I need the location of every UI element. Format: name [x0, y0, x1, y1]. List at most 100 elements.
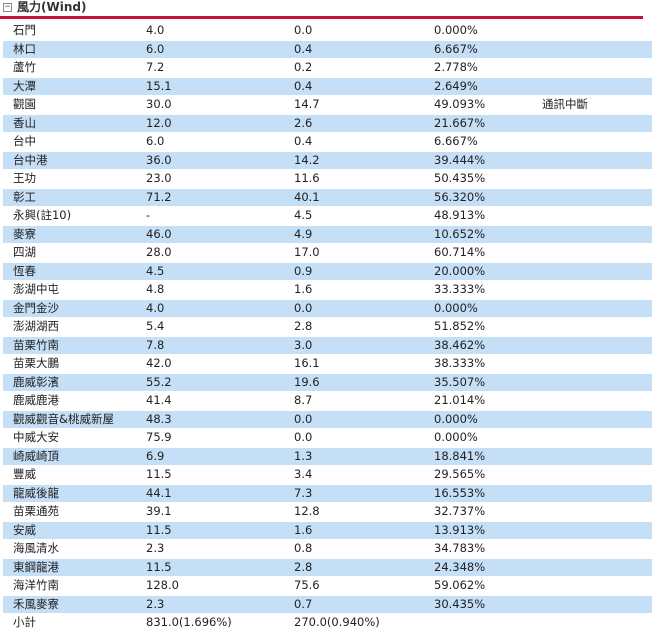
note-cell: [542, 280, 652, 300]
note-cell: [542, 595, 652, 614]
ratio-cell: 16.553%: [434, 484, 542, 503]
output-cell: 3.4: [294, 465, 434, 485]
section-title: 風力(Wind): [17, 0, 87, 14]
capacity-cell: 2.3: [146, 539, 294, 559]
capacity-cell: 11.5: [146, 521, 294, 540]
table-row: 王功 23.0 11.6 50.435%: [3, 169, 652, 189]
note-cell: [542, 77, 652, 96]
minus-box-icon[interactable]: −: [3, 2, 12, 12]
station-name: 大潭: [3, 77, 146, 96]
note-cell: [542, 502, 652, 522]
station-name: 海風清水: [3, 539, 146, 559]
table-row: 金門金沙 4.0 0.0 0.000%: [3, 299, 652, 318]
capacity-cell: 15.1: [146, 77, 294, 96]
station-name: 金門金沙: [3, 299, 146, 318]
note-cell: [542, 521, 652, 540]
ratio-cell: 2.649%: [434, 77, 542, 96]
note-cell: [542, 262, 652, 281]
note-cell: [542, 484, 652, 503]
station-name: 澎湖中屯: [3, 280, 146, 300]
note-cell: [542, 391, 652, 411]
note-cell: 通訊中斷: [542, 95, 652, 115]
note-cell: [542, 40, 652, 59]
output-cell: 0.4: [294, 132, 434, 152]
capacity-cell: 128.0: [146, 576, 294, 596]
table-row: 鹿威鹿港 41.4 8.7 21.014%: [3, 391, 652, 411]
station-name: 麥寮: [3, 225, 146, 244]
output-cell: 1.6: [294, 280, 434, 300]
note-cell: [542, 373, 652, 392]
note-cell: [542, 354, 652, 374]
ratio-cell: 6.667%: [434, 132, 542, 152]
table-row: 彰工 71.2 40.1 56.320%: [3, 188, 652, 207]
capacity-cell: 7.8: [146, 336, 294, 355]
station-name: 澎湖湖西: [3, 317, 146, 337]
table-row: 林口 6.0 0.4 6.667%: [3, 40, 652, 59]
table-row: 鹿威彰濱 55.2 19.6 35.507%: [3, 373, 652, 392]
note-cell: [542, 132, 652, 152]
ratio-cell: 30.435%: [434, 595, 542, 614]
capacity-cell: 6.0: [146, 40, 294, 59]
table-row: 麥寮 46.0 4.9 10.652%: [3, 225, 652, 244]
table-row: 海風清水 2.3 0.8 34.783%: [3, 539, 652, 559]
output-cell: 1.6: [294, 521, 434, 540]
capacity-cell: 4.8: [146, 280, 294, 300]
ratio-cell: 35.507%: [434, 373, 542, 392]
station-name: 林口: [3, 40, 146, 59]
station-name: 彰工: [3, 188, 146, 207]
capacity-cell: 2.3: [146, 595, 294, 614]
capacity-cell: 55.2: [146, 373, 294, 392]
station-name: 觀園: [3, 95, 146, 115]
ratio-cell: 34.783%: [434, 539, 542, 559]
output-cell: 270.0(0.940%): [294, 613, 434, 633]
output-cell: 0.0: [294, 22, 434, 41]
note-cell: [542, 539, 652, 559]
table-row: 台中港 36.0 14.2 39.444%: [3, 151, 652, 170]
capacity-cell: 23.0: [146, 169, 294, 189]
ratio-cell: 51.852%: [434, 317, 542, 337]
ratio-cell: [434, 613, 542, 633]
station-name: 苗栗竹南: [3, 336, 146, 355]
table-row: 苗栗竹南 7.8 3.0 38.462%: [3, 336, 652, 355]
capacity-cell: 30.0: [146, 95, 294, 115]
note-cell: [542, 58, 652, 78]
ratio-cell: 49.093%: [434, 95, 542, 115]
output-cell: 1.3: [294, 447, 434, 466]
station-name: 小計: [3, 613, 146, 633]
capacity-cell: 831.0(1.696%): [146, 613, 294, 633]
note-cell: [542, 206, 652, 226]
ratio-cell: 39.444%: [434, 151, 542, 170]
station-name: 海洋竹南: [3, 576, 146, 596]
table-row: 中威大安 75.9 0.0 0.000%: [3, 428, 652, 448]
station-name: 崎威崎頂: [3, 447, 146, 466]
ratio-cell: 0.000%: [434, 410, 542, 429]
table-row: 苗栗大鵬 42.0 16.1 38.333%: [3, 354, 652, 374]
table-row: 台中 6.0 0.4 6.667%: [3, 132, 652, 152]
capacity-cell: 75.9: [146, 428, 294, 448]
section-accent-bar: [0, 16, 643, 19]
station-name: 龍威後龍: [3, 484, 146, 503]
ratio-cell: 29.565%: [434, 465, 542, 485]
note-cell: [542, 576, 652, 596]
capacity-cell: -: [146, 206, 294, 226]
output-cell: 8.7: [294, 391, 434, 411]
output-cell: 16.1: [294, 354, 434, 374]
output-cell: 11.6: [294, 169, 434, 189]
ratio-cell: 10.652%: [434, 225, 542, 244]
ratio-cell: 50.435%: [434, 169, 542, 189]
station-name: 豐威: [3, 465, 146, 485]
table-row: 禾風麥寮 2.3 0.7 30.435%: [3, 595, 652, 614]
note-cell: [542, 447, 652, 466]
station-name: 鹿威鹿港: [3, 391, 146, 411]
table-row: 澎湖湖西 5.4 2.8 51.852%: [3, 317, 652, 337]
note-cell: [542, 243, 652, 263]
table-row: 東鋼龍港 11.5 2.8 24.348%: [3, 558, 652, 577]
capacity-cell: 36.0: [146, 151, 294, 170]
station-name: 安威: [3, 521, 146, 540]
output-cell: 7.3: [294, 484, 434, 503]
capacity-cell: 4.0: [146, 299, 294, 318]
note-cell: [542, 558, 652, 577]
ratio-cell: 48.913%: [434, 206, 542, 226]
capacity-cell: 7.2: [146, 58, 294, 78]
output-cell: 0.4: [294, 40, 434, 59]
